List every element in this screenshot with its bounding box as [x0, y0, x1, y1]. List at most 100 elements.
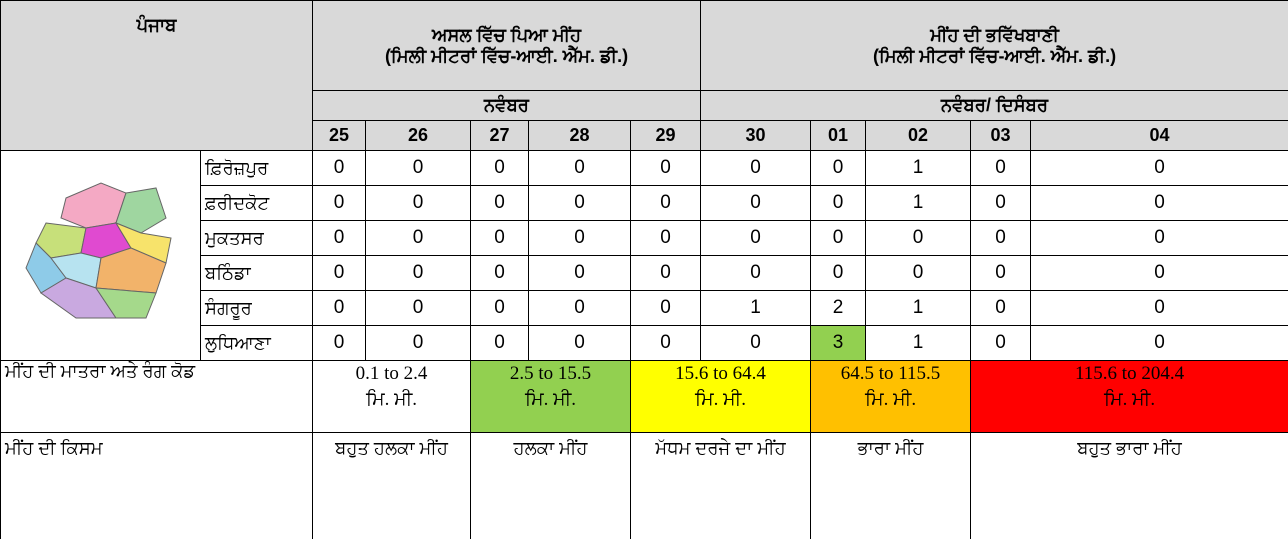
legend-color: 64.5 to 115.5 ਮਿ. ਮੀ. — [810, 360, 972, 433]
rain-value: 0 — [970, 220, 1032, 256]
observed-unit: (ਮਿਲੀ ਮੀਟਰਾਂ ਵਿੱਚ-ਆਈ. ਐੱਮ. ਡੀ.) — [384, 45, 629, 66]
date-label: 01 — [828, 125, 849, 145]
table-row: 25 26 27 28 29 30 01 02 03 04 — [1, 120, 1288, 151]
date-label: 29 — [655, 125, 676, 145]
table-row: ਮੁਕਤਸਰ 0 0 0 0 0 0 0 0 0 0 — [1, 220, 1288, 256]
forecast-unit: (ਮਿਲੀ ਮੀਟਰਾਂ ਵਿੱਚ-ਆਈ. ਐੱਮ. ਡੀ.) — [872, 45, 1117, 66]
value-text: 0 — [660, 297, 671, 318]
legend-range: 15.6 to 64.4 — [675, 363, 766, 384]
legend-color: 2.5 to 15.5 ਮਿ. ਮੀ. — [470, 360, 631, 433]
district-name: ਲੁਧਿਆਣਾ — [200, 325, 313, 361]
date-label: 02 — [908, 125, 929, 145]
legend-color: 15.6 to 64.4 ਮਿ. ਮੀ. — [629, 360, 812, 433]
value-text: 0 — [912, 227, 924, 248]
value-text: 0 — [660, 332, 671, 353]
value-text: 1 — [750, 297, 761, 318]
rain-value: 1 — [865, 325, 972, 361]
value-text: 0 — [574, 192, 585, 213]
value-text: 0 — [995, 227, 1006, 248]
value-text: 1 — [912, 192, 924, 213]
date-header: 01 — [810, 120, 867, 151]
rain-value: 0 — [810, 220, 867, 256]
table-row: ਮੀਂਹ ਦੀ ਮਾਤਰਾ ਅਤੇ ਰੰਗ ਕੋਡ 0.1 to 2.4 ਮਿ. ਮ… — [0, 360, 1288, 433]
map-region — [114, 221, 172, 264]
rain-value: 1 — [865, 290, 972, 326]
value-text: 0 — [1154, 332, 1165, 353]
region-label: ਪੰਜਾਬ — [136, 15, 177, 35]
rain-type-text: ਬਹੁਤ ਹਲਕਾ ਮੀਂਹ — [335, 438, 448, 458]
month-header: ਨਵੰਬਰ — [311, 90, 702, 121]
rain-value: 0 — [1030, 325, 1288, 361]
rain-value: 0 — [365, 220, 471, 256]
value-text: 0 — [1154, 297, 1165, 318]
value-text: 1 — [912, 332, 924, 353]
legend-label: ਮੀਂਹ ਦੀ ਮਾਤਰਾ ਅਤੇ ਰੰਗ ਕੋਡ — [0, 360, 313, 433]
rain-value: 0 — [1030, 290, 1288, 326]
rain-value: 0 — [1030, 150, 1288, 186]
rain-type: ਹਲਕਾ ਮੀਂਹ — [470, 432, 631, 539]
district-label: ਲੁਧਿਆਣਾ — [205, 332, 271, 353]
value-text: 0 — [750, 157, 761, 178]
rain-value: 0 — [970, 290, 1032, 326]
value-text: 0 — [660, 192, 671, 213]
rain-type-text: ਭਾਰਾ ਮੀਂਹ — [857, 438, 924, 458]
rain-value: 1 — [700, 290, 812, 326]
value-text: 0 — [995, 297, 1006, 318]
rain-value: 3 — [810, 325, 867, 361]
legend-unit: ਮਿ. ਮੀ. — [1104, 389, 1156, 410]
observed-title: ਅਸਲ ਵਿੱਚ ਪਿਆ ਮੀਂਹ — [431, 24, 582, 45]
rain-value: 0 — [528, 290, 631, 326]
rain-value: 0 — [970, 150, 1032, 186]
legend-color: 115.6 to 204.4 ਮਿ. ਮੀ. — [970, 360, 1288, 433]
value-text: 0 — [750, 332, 761, 353]
value-text: 0 — [412, 262, 424, 283]
forecast-header: ਮੀਂਹ ਦੀ ਭਵਿੱਖਬਾਣੀ (ਮਿਲੀ ਮੀਟਰਾਂ ਵਿੱਚ-ਆਈ. ਐ… — [700, 0, 1288, 91]
district-name: ਮੁਕਤਸਰ — [200, 220, 313, 256]
rain-value: 0 — [810, 150, 867, 186]
rain-value: 0 — [629, 150, 702, 186]
rain-value: 0 — [629, 185, 702, 221]
rain-value: 0 — [629, 325, 702, 361]
value-text: 0 — [1154, 227, 1165, 248]
value-text: 0 — [333, 262, 345, 283]
rain-value: 0 — [312, 325, 366, 361]
date-header: 30 — [700, 120, 812, 151]
value-text: 0 — [333, 157, 345, 178]
value-text: 0 — [494, 157, 505, 178]
table-row: ਨਵੰਬਰ ਨਵੰਬਰ/ ਦਿਸੰਬਰ — [1, 90, 1288, 121]
rain-value: 0 — [365, 255, 471, 291]
date-label: 27 — [489, 125, 510, 145]
date-header: 02 — [865, 120, 972, 151]
value-text: 0 — [912, 262, 924, 283]
value-text: 0 — [574, 262, 585, 283]
rain-value: 0 — [700, 220, 812, 256]
rain-value: 0 — [810, 255, 867, 291]
rain-value: 0 — [700, 185, 812, 221]
rain-value: 0 — [470, 185, 529, 221]
value-text: 1 — [912, 297, 924, 318]
district-label: ਫ਼ਿਰੋਜ਼ਪੁਰ — [205, 157, 269, 178]
table-row: ਮੀਂਹ ਦੀ ਕਿਸਮ ਬਹੁਤ ਹਲਕਾ ਮੀਂਹ ਹਲਕਾ ਮੀਂਹ ਮੱਧਮ … — [0, 432, 1288, 539]
district-label: ਬਠਿੰਡਾ — [205, 262, 251, 283]
legend-label-text: ਮੀਂਹ ਦੀ ਮਾਤਰਾ ਅਤੇ ਰੰਗ ਕੋਡ — [5, 361, 196, 382]
district-label: ਸੰਗਰੂਰ — [205, 297, 252, 318]
value-text: 0 — [660, 262, 671, 283]
value-text: 0 — [832, 227, 844, 248]
rain-value: 0 — [700, 255, 812, 291]
punjab-map — [24, 182, 172, 319]
table-row: ਸੰਗਰੂਰ 0 0 0 0 0 1 2 1 0 0 — [1, 290, 1288, 326]
rain-type: ਮੱਧਮ ਦਰਜੇ ਦਾ ਮੀਂਹ — [629, 432, 812, 539]
forecast-title: ਮੀਂਹ ਦੀ ਭਵਿੱਖਬਾਣੀ — [930, 24, 1059, 45]
value-text: 0 — [494, 297, 505, 318]
value-text: 0 — [574, 157, 585, 178]
value-text: 0 — [995, 157, 1006, 178]
rain-type: ਭਾਰਾ ਮੀਂਹ — [810, 432, 972, 539]
district-label: ਮੁਕਤਸਰ — [205, 227, 264, 248]
observed-month: ਨਵੰਬਰ — [484, 95, 529, 115]
rain-value: 0 — [470, 290, 529, 326]
date-header: 25 — [312, 120, 366, 151]
value-text: 0 — [750, 227, 761, 248]
rain-value: 0 — [700, 150, 812, 186]
rain-value: 0 — [810, 185, 867, 221]
table-row: ਬਠਿੰਡਾ 0 0 0 0 0 0 0 0 0 0 — [1, 255, 1288, 291]
